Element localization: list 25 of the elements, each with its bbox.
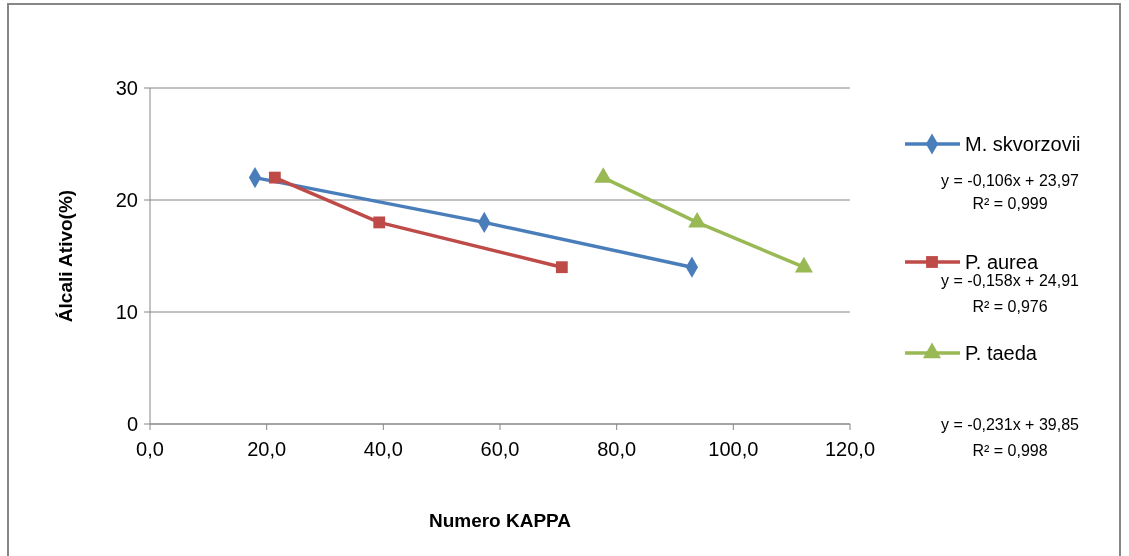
text: y = -0,158x + 24,91 bbox=[941, 271, 1080, 289]
x-tick-label: 0,0 bbox=[136, 438, 164, 460]
x-tick-label: 20,0 bbox=[247, 438, 287, 460]
x-axis-title: Numero KAPPA bbox=[428, 510, 572, 531]
y-tick-label: 20 bbox=[115, 189, 138, 211]
x-tick-label: 60,0 bbox=[480, 438, 520, 460]
point bbox=[373, 216, 386, 229]
text: R² = 0,976 bbox=[972, 297, 1048, 315]
y-tick-label: 0 bbox=[126, 413, 138, 435]
legend-label: P. taeda bbox=[965, 342, 1038, 364]
x-tick-label: 80,0 bbox=[597, 438, 637, 460]
x-tick-label: 100,0 bbox=[708, 438, 759, 460]
y-tick-label: 30 bbox=[115, 77, 138, 99]
legend-label: M. skvorzovii bbox=[965, 133, 1081, 155]
point bbox=[555, 261, 568, 274]
text: R² = 0,999 bbox=[972, 194, 1048, 212]
x-tick-label: 40,0 bbox=[363, 438, 403, 460]
y-tick-label: 10 bbox=[115, 301, 138, 323]
point bbox=[268, 171, 281, 184]
text: y = -0,231x + 39,85 bbox=[941, 415, 1080, 433]
text: R² = 0,998 bbox=[972, 441, 1048, 459]
y-axis-title: Álcali Ativo(%) bbox=[55, 189, 76, 323]
legend-label: P. aurea bbox=[965, 251, 1039, 273]
text: y = -0,106x + 23,97 bbox=[941, 171, 1080, 189]
x-tick-label: 120,0 bbox=[824, 438, 876, 460]
